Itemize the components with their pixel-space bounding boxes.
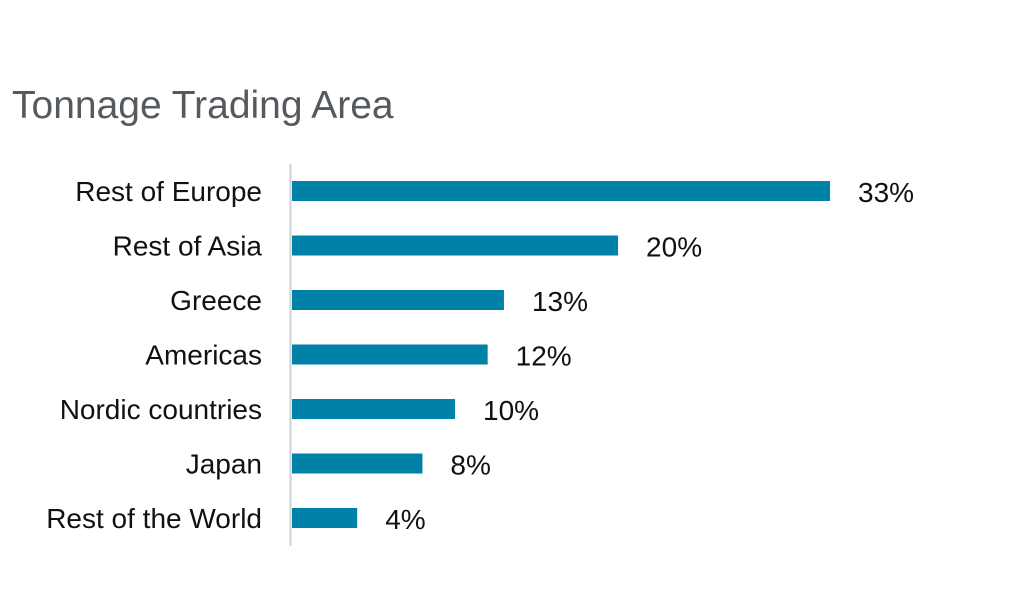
bar-nordic-countries [292, 399, 456, 419]
value-label-rest-of-asia: 20% [646, 232, 702, 263]
bar-rest-of-europe [292, 181, 830, 201]
category-label-americas: Americas [145, 340, 262, 371]
value-label-greece: 13% [532, 286, 588, 317]
category-label-nordic-countries: Nordic countries [60, 394, 262, 425]
bar-japan [292, 453, 423, 474]
bar-americas [292, 344, 488, 365]
bar-greece [292, 290, 504, 310]
chart-title: Tonnage Trading Area [12, 84, 394, 127]
category-label-greece: Greece [170, 285, 262, 316]
value-label-americas: 12% [516, 341, 572, 372]
bars-group: Rest of Europe 33% Rest of Asia 20% Greece 13… [46, 176, 914, 535]
category-label-japan: Japan [186, 449, 262, 480]
value-label-rest-of-europe: 33% [858, 177, 914, 208]
category-label-rest-of-europe: Rest of Europe [75, 176, 262, 207]
bar-rest-of-asia [292, 235, 619, 256]
value-label-rest-of-the-world: 4% [385, 504, 425, 535]
value-label-nordic-countries: 10% [483, 395, 539, 426]
category-label-rest-of-the-world: Rest of the World [46, 503, 262, 534]
category-label-rest-of-asia: Rest of Asia [113, 231, 263, 262]
value-label-japan: 8% [450, 450, 490, 481]
bar-rest-of-the-world [292, 508, 358, 528]
